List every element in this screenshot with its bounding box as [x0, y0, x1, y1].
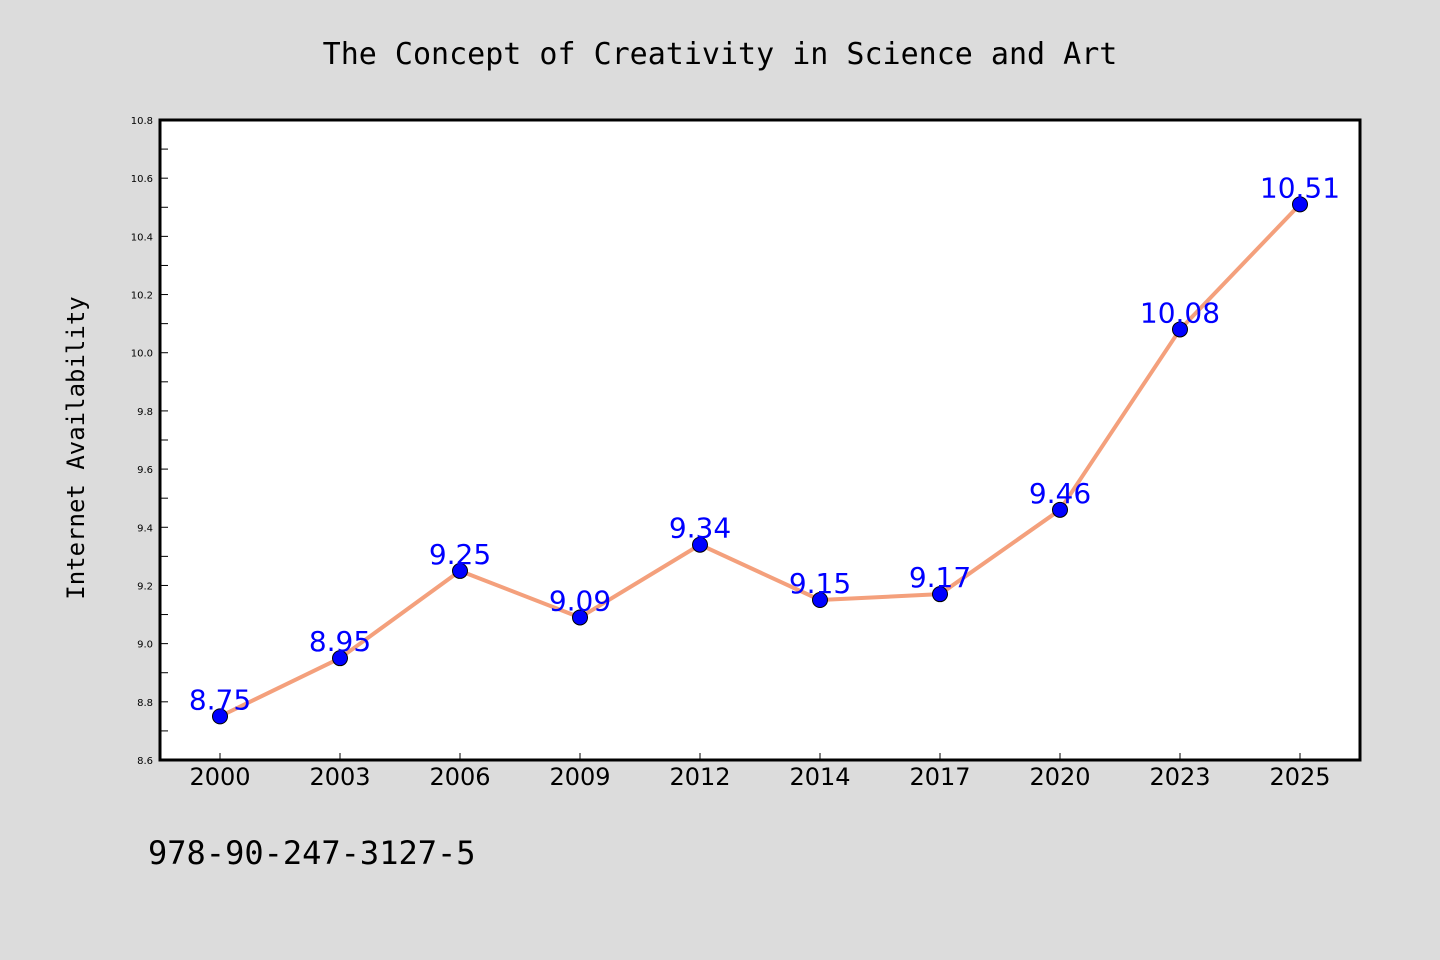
chart-title: The Concept of Creativity in Science and… — [323, 37, 1118, 72]
x-tick-label: 2023 — [1149, 763, 1210, 791]
data-label: 8.95 — [309, 625, 371, 658]
data-label: 10.51 — [1260, 171, 1340, 204]
data-points — [212, 196, 1308, 725]
data-point — [932, 586, 948, 603]
x-tick-label: 2012 — [669, 763, 730, 791]
series-line — [218, 202, 1302, 719]
data-point — [812, 592, 828, 608]
plot-area — [158, 118, 1362, 762]
y-tick-label: 9.8 — [137, 407, 153, 418]
data-label: 9.34 — [669, 512, 731, 545]
y-tick-label: 9.2 — [137, 581, 153, 592]
y-tick-label: 10.4 — [131, 232, 153, 243]
data-point — [692, 536, 708, 553]
x-tick-label: 2006 — [429, 763, 490, 791]
y-tick-label: 8.6 — [137, 756, 153, 767]
data-point — [212, 708, 228, 725]
data-point — [1052, 501, 1068, 518]
x-tick-label: 2020 — [1029, 763, 1090, 791]
data-point — [452, 562, 468, 579]
isbn-footer: 978-90-247-3127-5 — [148, 834, 476, 872]
data-label: 9.15 — [789, 567, 851, 600]
data-point — [1292, 196, 1308, 213]
y-tick-label: 9.0 — [137, 640, 153, 651]
y-tick-label: 8.8 — [137, 698, 153, 709]
x-tick-label: 2003 — [309, 763, 370, 791]
y-axis-label: Internet Availability — [62, 296, 90, 599]
y-tick-label: 10.6 — [131, 174, 153, 185]
x-tick-label: 2014 — [789, 763, 850, 791]
x-tick-label: 2017 — [909, 763, 970, 791]
y-tick-label: 9.4 — [137, 523, 153, 534]
data-label: 9.25 — [429, 538, 491, 571]
y-tick-label: 10.2 — [131, 291, 153, 302]
data-label: 8.75 — [189, 683, 251, 716]
y-tick-label: 10.8 — [131, 116, 153, 127]
data-point — [332, 650, 348, 667]
y-tick-label: 10.0 — [131, 349, 153, 360]
y-tick-label: 9.6 — [137, 465, 153, 476]
x-axis-ticks: 2000 2003 2006 2009 2012 2014 2017 2020 2023 2025 — [189, 753, 1331, 791]
data-label: 9.46 — [1029, 477, 1091, 510]
data-point — [1172, 321, 1188, 338]
data-label: 10.08 — [1140, 296, 1220, 329]
y-axis-ticks: 8.6 8.8 9.0 9.2 9.4 9.6 9.8 10.0 10.2 10.4 10.6 10.… — [131, 116, 168, 767]
data-point — [572, 609, 588, 626]
x-tick-label: 2025 — [1269, 763, 1330, 791]
data-label: 9.09 — [549, 584, 611, 617]
x-tick-label: 2009 — [549, 763, 610, 791]
data-label: 9.17 — [909, 561, 971, 594]
x-tick-label: 2000 — [189, 763, 250, 791]
data-labels: 8.75 8.95 9.25 9.09 9.34 9.15 9.17 9.46 10.08 10.… — [189, 171, 1340, 716]
